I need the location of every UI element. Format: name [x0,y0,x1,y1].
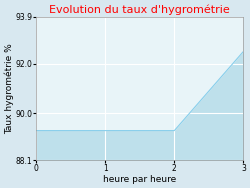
X-axis label: heure par heure: heure par heure [103,175,176,184]
Title: Evolution du taux d'hygrométrie: Evolution du taux d'hygrométrie [50,4,230,15]
Y-axis label: Taux hygrométrie %: Taux hygrométrie % [4,43,14,134]
